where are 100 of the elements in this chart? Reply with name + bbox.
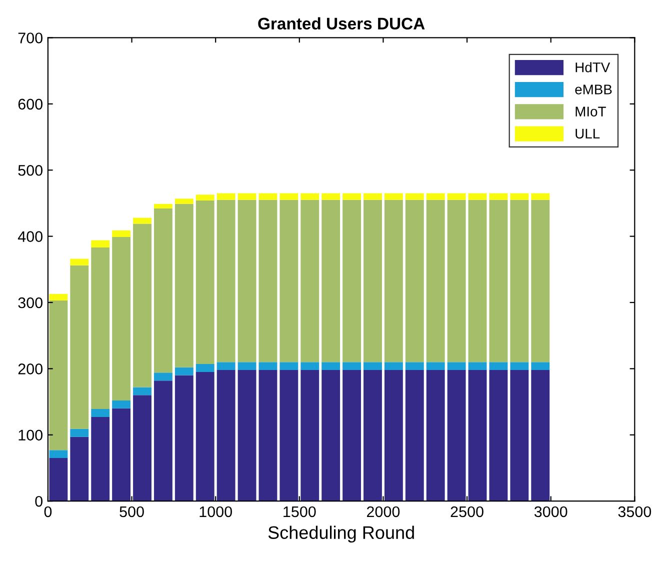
bar (91, 248, 110, 410)
bar (468, 200, 487, 362)
bar (258, 200, 278, 362)
y-tick-label: 600 (18, 98, 43, 110)
bar (258, 362, 278, 370)
y-tick-label: 700 (18, 32, 43, 44)
bar (447, 193, 466, 200)
bar (49, 300, 68, 450)
bar (531, 200, 550, 362)
bar (468, 362, 487, 370)
bar (426, 362, 445, 370)
bar (489, 362, 508, 370)
bar (174, 204, 194, 368)
bar (91, 240, 110, 248)
bar (280, 362, 298, 370)
x-axis-title: Scheduling Round (268, 526, 414, 543)
bar (112, 230, 131, 237)
bar (384, 200, 403, 362)
bar (468, 193, 487, 200)
bar (405, 362, 424, 370)
bar (133, 224, 152, 388)
bar (531, 362, 550, 370)
bar (258, 193, 278, 200)
bar (238, 362, 256, 370)
bar (196, 364, 214, 372)
y-tick-label: 500 (18, 164, 43, 176)
bar (133, 395, 152, 502)
legend-label: eMBB (575, 84, 612, 94)
bar (342, 193, 362, 200)
bar (154, 380, 172, 502)
bar (300, 370, 320, 502)
legend-label: MIoT (576, 106, 606, 116)
bar (196, 200, 214, 364)
bar (342, 370, 362, 502)
bar (112, 400, 131, 408)
x-tick-label: 2000 (366, 506, 400, 518)
bar (174, 367, 194, 376)
chart-title: Granted Users DUCA (258, 17, 425, 30)
bar (364, 370, 382, 502)
bar (300, 193, 320, 200)
y-tick-label: 100 (18, 430, 43, 441)
bar (364, 362, 382, 370)
bar (405, 193, 424, 200)
bar (531, 193, 550, 200)
y-tick-label: 300 (18, 297, 43, 308)
x-tick-label: 0 (44, 506, 52, 518)
bar (531, 370, 550, 502)
bar (405, 370, 424, 502)
bar (216, 362, 236, 370)
bar (70, 265, 89, 429)
bar (468, 370, 487, 502)
bar (510, 200, 529, 362)
bar (70, 428, 89, 437)
bar (238, 200, 256, 362)
bar (447, 200, 466, 362)
bar (364, 193, 382, 200)
bar (447, 362, 466, 370)
bar (49, 458, 68, 502)
bar (384, 193, 403, 200)
bar (154, 204, 172, 208)
legend-label: HdTV (576, 62, 610, 72)
bar (426, 370, 445, 502)
bar (342, 200, 362, 362)
y-tick-label: 0 (35, 496, 43, 507)
x-tick-label: 1500 (284, 506, 316, 518)
bar (91, 409, 110, 418)
bar (154, 372, 172, 381)
bar (280, 370, 298, 502)
bar (280, 193, 298, 200)
bar (510, 362, 529, 370)
bar (426, 200, 445, 362)
bar (322, 362, 340, 370)
y-tick-label: 400 (18, 231, 43, 242)
bar (216, 370, 236, 502)
bar (133, 218, 152, 224)
bar (300, 200, 320, 362)
bar (280, 200, 298, 362)
bar (300, 362, 320, 370)
bar (196, 372, 214, 502)
bar (112, 408, 131, 502)
bar (426, 193, 445, 200)
bar (258, 370, 278, 502)
x-tick-label: 500 (120, 506, 144, 518)
bar (364, 200, 382, 362)
bar (154, 208, 172, 373)
bar (405, 200, 424, 362)
bar (489, 200, 508, 362)
x-tick-label: 3500 (618, 506, 652, 518)
bar (322, 370, 340, 502)
bar (70, 258, 89, 266)
bar (384, 362, 403, 370)
x-tick-label: 1000 (200, 506, 232, 518)
bar (112, 236, 131, 400)
bar (510, 370, 529, 502)
bar (238, 193, 256, 200)
bar (447, 370, 466, 502)
bar (216, 200, 236, 362)
bar (342, 362, 362, 370)
bar (196, 194, 214, 201)
bar (216, 193, 236, 200)
